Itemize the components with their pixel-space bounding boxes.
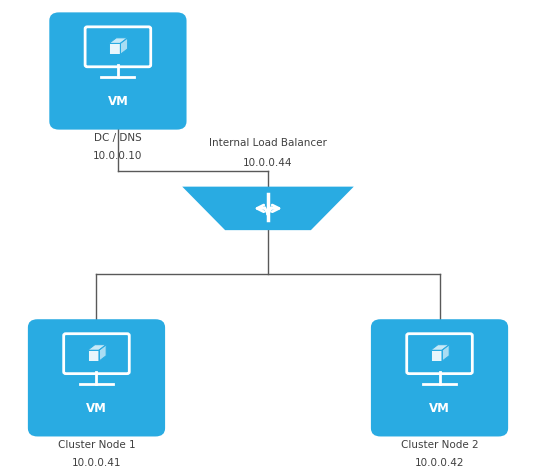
Text: VM: VM (86, 402, 107, 415)
Text: Cluster Node 1: Cluster Node 1 (58, 439, 135, 450)
Polygon shape (430, 350, 442, 361)
FancyBboxPatch shape (64, 334, 129, 373)
Text: DC / DNS: DC / DNS (94, 133, 142, 143)
FancyBboxPatch shape (85, 27, 151, 67)
FancyBboxPatch shape (371, 319, 508, 437)
FancyBboxPatch shape (28, 319, 165, 437)
Text: 10.0.0.10: 10.0.0.10 (93, 151, 143, 161)
Text: VM: VM (429, 402, 450, 415)
Polygon shape (442, 345, 449, 361)
Polygon shape (109, 44, 121, 54)
FancyBboxPatch shape (49, 12, 187, 130)
Text: 10.0.0.41: 10.0.0.41 (72, 458, 121, 468)
FancyBboxPatch shape (407, 334, 472, 373)
Polygon shape (87, 345, 106, 350)
Polygon shape (99, 345, 106, 361)
Polygon shape (109, 38, 128, 44)
Polygon shape (430, 345, 449, 350)
Polygon shape (182, 187, 354, 230)
Polygon shape (87, 350, 99, 361)
Text: 10.0.0.42: 10.0.0.42 (415, 458, 464, 468)
Polygon shape (121, 38, 128, 54)
Text: Internal Load Balancer: Internal Load Balancer (209, 138, 327, 148)
Text: Cluster Node 2: Cluster Node 2 (401, 439, 478, 450)
Text: VM: VM (108, 95, 128, 108)
Text: 10.0.0.44: 10.0.0.44 (243, 158, 293, 168)
